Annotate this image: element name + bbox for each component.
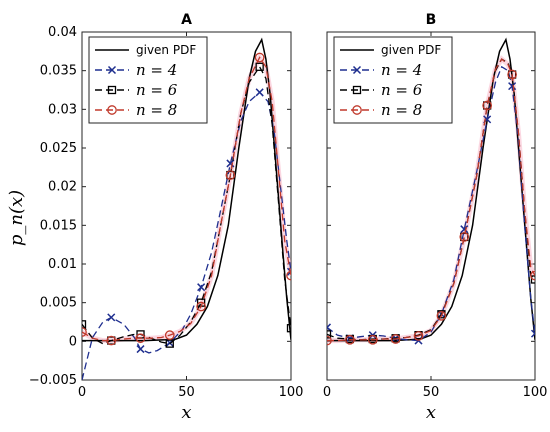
data-marker-x <box>136 345 145 354</box>
panel-a: 0 50 100−0.00500.0050.010.0150.020.0250.03… <box>29 12 304 423</box>
data-marker-square <box>255 62 264 71</box>
y-tick-label: 0.03 <box>48 102 77 117</box>
data-marker-circle <box>82 327 87 337</box>
data-marker-circle <box>367 334 378 345</box>
data-marker-circle <box>107 105 117 115</box>
series-layer <box>82 37 291 380</box>
data-marker-circle <box>286 270 291 281</box>
y-tick-label: 0 <box>69 334 77 349</box>
data-marker-x <box>255 88 264 97</box>
x-tick-label: 100 <box>523 385 548 400</box>
series-line-n-4 <box>82 91 291 380</box>
data-marker-circle <box>225 170 236 180</box>
data-marker-x <box>226 159 235 168</box>
data-marker-x <box>352 65 362 75</box>
series-layer <box>327 37 535 346</box>
data-marker-square <box>226 170 235 180</box>
data-marker-circle <box>135 333 146 344</box>
data-marker-x <box>327 323 332 332</box>
y-tick-label: 0.04 <box>48 25 77 40</box>
panel-title: B <box>426 12 437 28</box>
panel-b: 0 50 100 Bx given PDF n = 4 n = 6 n = 8 <box>323 12 548 423</box>
x-axis-label: x <box>181 402 191 423</box>
data-marker-square <box>107 85 117 95</box>
y-axis-label: p_n(x) <box>6 190 27 246</box>
data-marker-circle <box>482 100 493 111</box>
data-marker-square <box>286 324 291 333</box>
data-marker-x <box>508 82 517 91</box>
data-marker-circle <box>327 335 332 346</box>
series-line-n-8 <box>82 56 291 342</box>
legend-label: given PDF <box>136 43 196 57</box>
data-marker-x <box>460 225 469 234</box>
legend-label: n = 4 <box>136 61 177 79</box>
legend-label: n = 8 <box>381 101 422 119</box>
y-tick-label: 0.035 <box>40 64 77 79</box>
data-marker-square <box>165 339 174 348</box>
x-tick-label: 0 <box>323 385 331 400</box>
data-marker-x <box>286 267 291 276</box>
data-marker-x <box>107 313 116 322</box>
legend-box <box>88 36 208 124</box>
x-axis-label: x <box>426 402 436 423</box>
x-tick-label: 50 <box>178 385 195 400</box>
data-marker-square <box>327 330 332 339</box>
data-marker-square <box>460 232 469 242</box>
data-marker-circle <box>459 232 470 242</box>
data-marker-square <box>352 85 362 95</box>
legend-box <box>333 36 453 124</box>
data-marker-circle <box>530 270 535 281</box>
data-marker-square <box>530 275 535 284</box>
data-marker-circle <box>254 52 265 63</box>
legend-label: n = 6 <box>381 81 423 99</box>
data-marker-x <box>530 329 535 338</box>
data-marker-circle <box>164 330 175 340</box>
data-marker-x <box>197 283 206 292</box>
data-marker-circle <box>436 310 447 321</box>
legend-label: given PDF <box>381 43 441 57</box>
legend-label: n = 4 <box>381 61 422 79</box>
data-marker-circle <box>196 301 206 312</box>
data-marker-x <box>107 65 117 75</box>
legend-label: n = 8 <box>136 101 177 119</box>
series-line-n-8 <box>327 58 535 342</box>
data-marker-circle <box>352 105 362 115</box>
data-marker-square <box>82 320 87 329</box>
data-marker-circle <box>345 334 355 345</box>
y-tick-label: 0.015 <box>40 218 77 233</box>
y-tick-label: 0.02 <box>48 180 77 195</box>
y-tick-label: 0.01 <box>48 257 77 272</box>
x-tick-label: 100 <box>279 385 304 400</box>
y-tick-label: −0.005 <box>29 373 77 388</box>
legend-label: n = 6 <box>136 81 178 99</box>
x-tick-label: 50 <box>423 385 440 400</box>
data-marker-circle <box>413 331 424 341</box>
y-tick-label: 0.005 <box>40 296 77 311</box>
series-line-n-6 <box>82 65 291 345</box>
data-marker-circle <box>390 334 401 344</box>
data-marker-circle <box>507 69 517 80</box>
panel-title: A <box>181 12 192 28</box>
y-tick-label: 0.025 <box>40 141 77 156</box>
x-tick-label: 0 <box>78 385 86 400</box>
data-marker-circle <box>106 335 117 346</box>
